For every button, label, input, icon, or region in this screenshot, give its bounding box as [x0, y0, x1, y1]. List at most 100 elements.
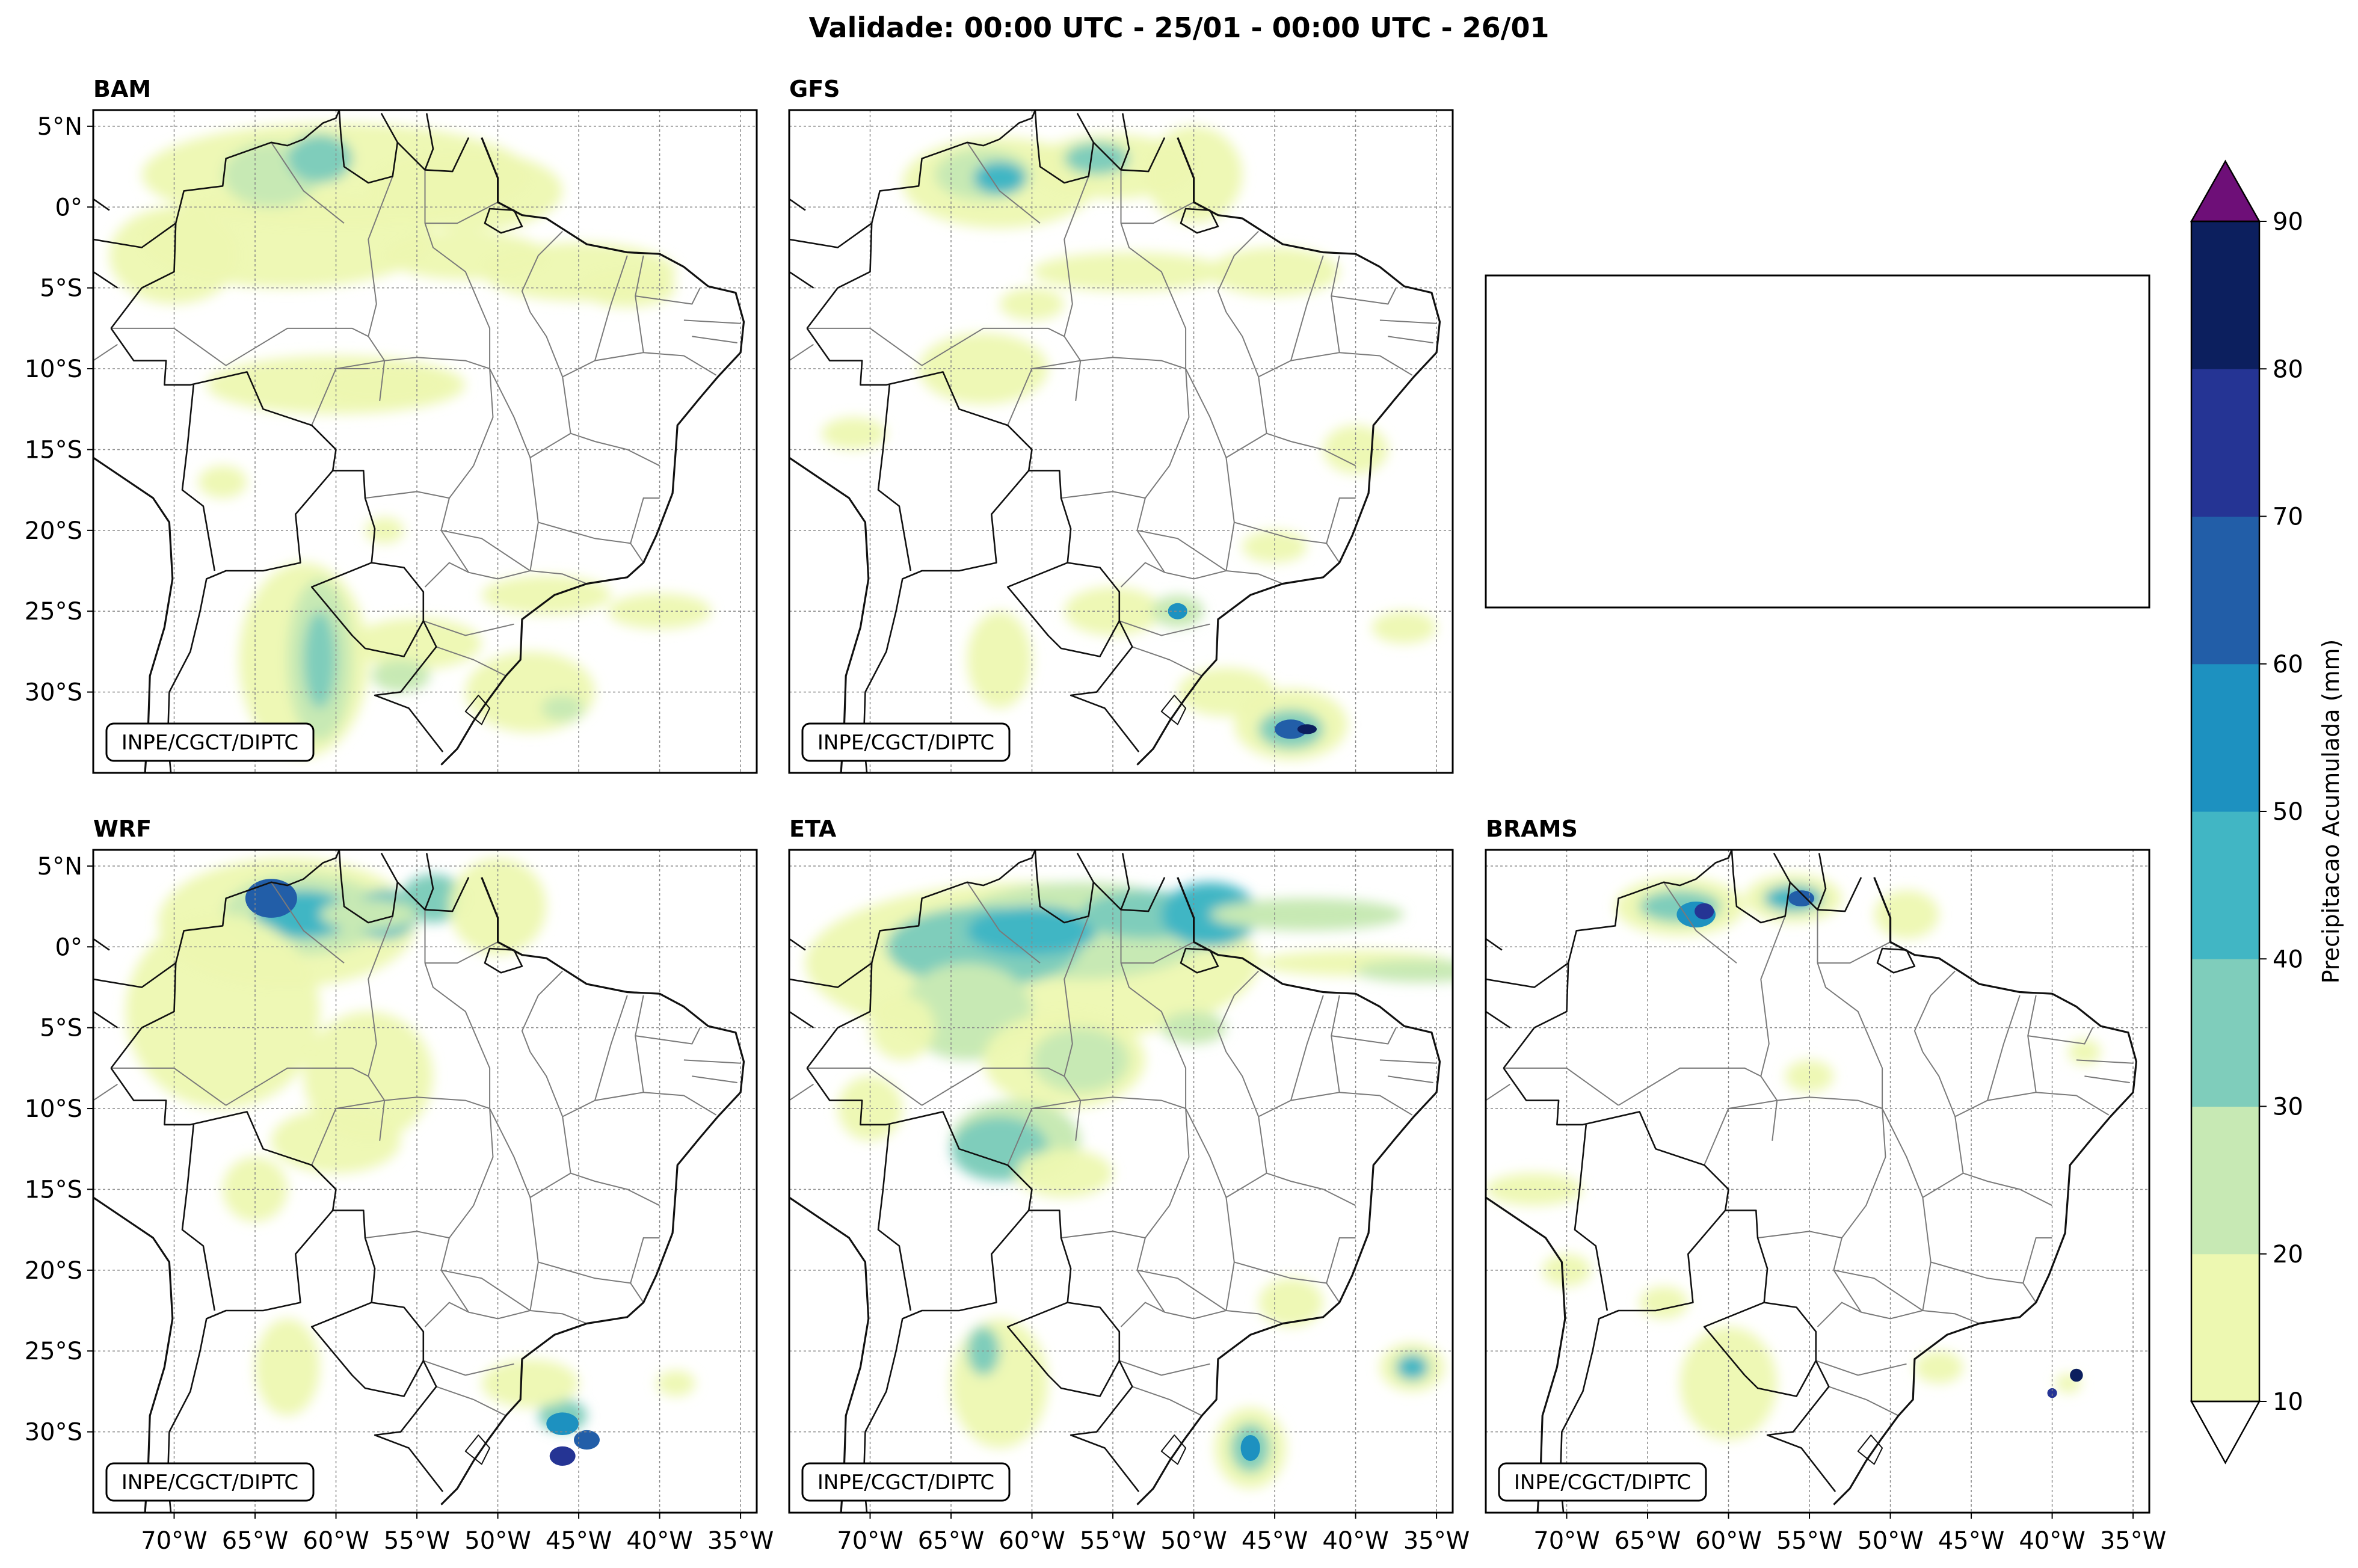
state-border: [630, 1237, 660, 1284]
state-border: [425, 201, 499, 224]
country-border: [806, 1068, 1140, 1492]
map-panel-eta: ETA INPE/CGCT/DIPTC 70°W 65°W 60°W 55°W 50°W 45…: [788, 816, 1470, 1555]
state-border: [1817, 1108, 1932, 1327]
state-border: [1833, 1108, 1886, 1313]
coastline: [1136, 877, 1441, 1505]
state-border: [683, 1059, 741, 1064]
country-border: [1789, 853, 1827, 911]
precip-area: [371, 659, 430, 692]
state-border: [311, 357, 490, 426]
country-border: [93, 1010, 119, 1028]
state-border: [683, 1095, 717, 1116]
state-border: [1290, 995, 1324, 1101]
lat-tick-label: 30°S: [25, 679, 82, 707]
precipitation-field: [125, 858, 695, 1432]
precip-area: [384, 231, 547, 280]
state-border: [1217, 970, 1259, 1053]
colorbar-under-triangle: [2190, 1400, 2261, 1465]
country-border: [181, 1124, 216, 1311]
colorbar-segment: [2191, 811, 2259, 959]
precip-area: [1371, 611, 1437, 644]
state-border: [423, 620, 514, 636]
state-border: [1064, 915, 1089, 1101]
credit-text: INPE/CGCT/DIPTC: [817, 1471, 994, 1495]
state-border: [93, 343, 118, 361]
state-border: [1137, 1269, 1227, 1311]
lon-tick-label: 65°W: [222, 1527, 288, 1555]
colorbar-segment: [2191, 663, 2259, 812]
state-border: [1757, 1231, 1842, 1239]
state-border: [1225, 432, 1356, 467]
state-border: [1913, 970, 1956, 1053]
state-border: [1388, 336, 1433, 343]
state-border: [1064, 176, 1089, 361]
state-border: [311, 1096, 490, 1166]
precip-area: [1258, 1278, 1323, 1327]
state-border: [441, 529, 531, 571]
country-border: [181, 384, 216, 571]
country-border: [93, 962, 176, 988]
state-border: [807, 327, 923, 366]
precip-area: [319, 898, 417, 931]
lagoa-dos-patos: [1160, 695, 1187, 725]
panel-title: GFS: [789, 76, 840, 102]
lat-tick-label: 10°S: [25, 355, 82, 383]
country-border: [789, 223, 872, 248]
state-border: [111, 327, 227, 366]
precipitation-field: [805, 882, 1453, 1489]
country-border: [863, 1210, 1030, 1513]
lon-tick-label: 40°W: [626, 1527, 692, 1555]
state-border: [692, 1075, 737, 1083]
precip-area: [967, 611, 1032, 709]
precip-area: [656, 1370, 695, 1397]
state-border: [967, 142, 1041, 224]
colorbar-tick-label: 30: [2273, 1093, 2303, 1121]
state-border: [368, 176, 393, 361]
map-panel-bam: BAM INPE/CGCT/DIPTC 5°N 0° 5°S 10°S 15°S 20°S 25…: [25, 76, 758, 774]
map-panels: BAM INPE/CGCT/DIPTC 5°N 0° 5°S 10°S 15°S 20°S 25…: [25, 76, 2167, 1555]
country-borders: [789, 110, 1441, 773]
marajo-island: [1180, 208, 1219, 234]
state-border: [1136, 368, 1190, 573]
state-border: [1290, 255, 1324, 361]
precip-area: [2070, 1368, 2083, 1382]
state-border: [683, 319, 741, 324]
precip-area: [1210, 898, 1405, 931]
state-border: [1007, 357, 1186, 426]
precip-area: [1355, 959, 1453, 983]
state-border: [1121, 941, 1195, 964]
state-border: [1060, 1231, 1146, 1239]
coastline-west: [789, 457, 870, 773]
country-border: [425, 877, 470, 912]
colorbar-tick-label: 80: [2273, 355, 2303, 383]
country-border: [93, 198, 110, 211]
state-border: [594, 255, 628, 361]
state-border: [1817, 941, 1891, 964]
precip-area: [1168, 603, 1187, 620]
lon-tick-label: 55°W: [1080, 1527, 1146, 1555]
precip-area: [1788, 890, 1815, 906]
state-border: [1379, 1059, 1437, 1064]
state-border: [365, 1231, 450, 1239]
lat-tick-label: 20°S: [25, 517, 82, 545]
lat-tick-label: 5°N: [37, 113, 82, 141]
state-border: [594, 995, 628, 1101]
state-border: [1234, 1261, 1340, 1303]
country-border: [1121, 137, 1166, 173]
country-border: [310, 562, 424, 657]
state-border: [635, 287, 701, 305]
country-border: [877, 384, 912, 571]
precipitation-field: [821, 126, 1437, 760]
state-border: [538, 521, 644, 564]
state-border: [441, 1269, 531, 1311]
state-border: [1954, 1092, 2076, 1118]
state-border: [226, 327, 369, 366]
precip-area: [481, 576, 611, 615]
state-border: [2022, 1237, 2052, 1284]
state-border: [424, 909, 491, 1108]
state-border: [530, 1310, 587, 1324]
panel-frame: [92, 109, 758, 774]
state-border: [440, 1108, 494, 1313]
credit-box: [1498, 1462, 1707, 1502]
country-border: [1092, 853, 1130, 911]
